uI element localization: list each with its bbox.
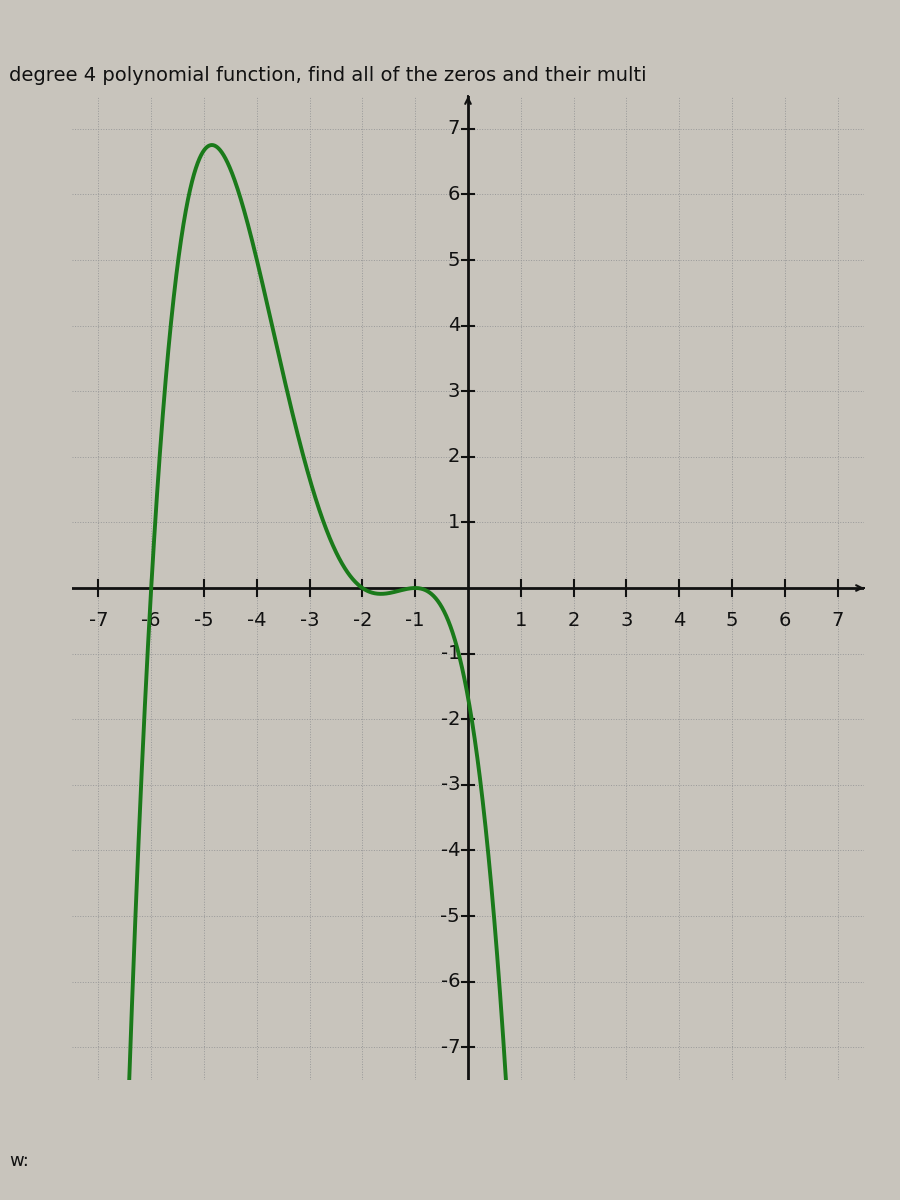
Text: -2: -2 — [353, 611, 373, 630]
Text: -1: -1 — [405, 611, 425, 630]
Text: -7: -7 — [441, 1038, 460, 1057]
Text: -4: -4 — [247, 611, 266, 630]
Text: -6: -6 — [141, 611, 161, 630]
Text: -2: -2 — [441, 709, 460, 728]
Text: -5: -5 — [194, 611, 214, 630]
Text: -1: -1 — [441, 644, 460, 664]
Text: 7: 7 — [447, 119, 460, 138]
Text: 3: 3 — [447, 382, 460, 401]
Text: 7: 7 — [832, 611, 844, 630]
Text: -4: -4 — [441, 841, 460, 860]
Text: 2: 2 — [567, 611, 580, 630]
Text: 4: 4 — [673, 611, 686, 630]
Text: 1: 1 — [515, 611, 527, 630]
Text: 1: 1 — [447, 512, 460, 532]
Text: 4: 4 — [447, 316, 460, 335]
Text: 2: 2 — [447, 448, 460, 467]
Text: -3: -3 — [300, 611, 319, 630]
Text: 3: 3 — [620, 611, 633, 630]
Text: 5: 5 — [725, 611, 738, 630]
Text: 6: 6 — [778, 611, 791, 630]
Text: -5: -5 — [440, 906, 460, 925]
Text: -6: -6 — [441, 972, 460, 991]
Text: -3: -3 — [441, 775, 460, 794]
Text: degree 4 polynomial function, find all of the zeros and their multi: degree 4 polynomial function, find all o… — [9, 66, 646, 85]
Text: 5: 5 — [447, 251, 460, 270]
Text: -7: -7 — [89, 611, 108, 630]
Text: w:: w: — [9, 1152, 29, 1170]
Text: 6: 6 — [447, 185, 460, 204]
